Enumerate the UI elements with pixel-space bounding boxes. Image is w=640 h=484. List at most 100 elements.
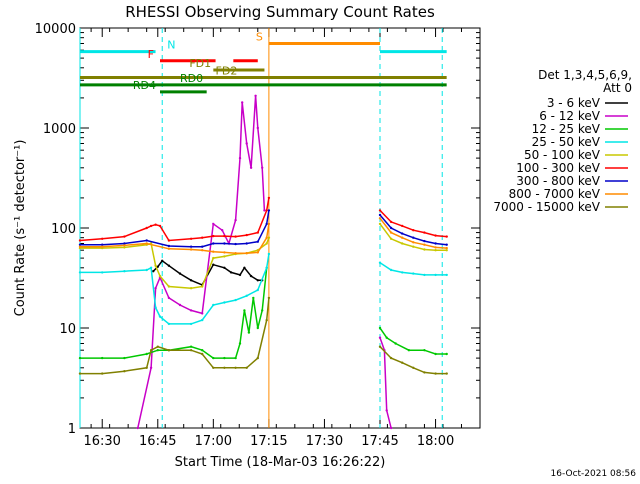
series-line-point <box>223 366 226 369</box>
series-line-point <box>256 356 259 360</box>
x-tick-label: 17:45 <box>361 434 398 449</box>
series-line-point <box>265 318 268 322</box>
series-line-point <box>234 252 237 255</box>
series-line-point <box>247 331 251 334</box>
series-line-after-point <box>407 349 411 352</box>
series-line-point <box>101 372 104 375</box>
series-line-point <box>245 142 248 145</box>
series-line-point <box>263 209 266 212</box>
series-line-point <box>149 224 153 228</box>
series-line-after-point <box>445 243 448 246</box>
series-line-point <box>189 322 193 326</box>
series-line-point <box>158 274 162 278</box>
x-tick-label: 17:00 <box>195 434 232 449</box>
series-line-after-point <box>385 409 388 412</box>
legend-entry-label: 3 - 6 keV <box>547 96 601 110</box>
series-line-point <box>123 370 126 373</box>
series-line-after-point <box>401 236 404 239</box>
x-tick-label: 18:00 <box>417 434 454 449</box>
series-line-point <box>156 265 159 268</box>
series-line-point <box>252 296 255 300</box>
series-line-point <box>267 296 271 300</box>
series-line-after-point <box>401 224 404 228</box>
series-line-point <box>238 156 242 160</box>
series-line-point <box>145 268 148 272</box>
series-line-point <box>212 234 215 238</box>
series-line-after-point <box>445 235 448 238</box>
series-line-point <box>149 366 153 369</box>
series-line-after-point <box>378 217 382 220</box>
series-line-point <box>229 271 233 274</box>
series-line-point <box>265 209 268 212</box>
legend-entry-label: 12 - 25 keV <box>532 122 601 136</box>
series-line-point <box>189 287 193 290</box>
series-line-point <box>249 166 253 169</box>
legend-entry-label: 7000 - 15000 keV <box>493 200 600 214</box>
series-line-after-point <box>389 426 393 430</box>
series-line-point <box>256 240 259 243</box>
legend-entry-label: 25 - 50 keV <box>532 135 601 149</box>
series-line-point <box>178 303 182 307</box>
series-line-after-point <box>378 209 382 212</box>
series-line-point <box>223 242 226 245</box>
series-line-point <box>265 242 268 245</box>
series-line-point <box>101 271 104 274</box>
series-line-point <box>212 366 215 369</box>
series-line-point <box>167 264 171 267</box>
series-line-after-point <box>389 356 393 360</box>
series-line-after-point <box>423 349 426 352</box>
series-line-after-point <box>401 242 404 245</box>
legend-entry-label: 6 - 12 keV <box>539 109 601 123</box>
legend-header-line-1: Det 1,3,4,5,6,9, <box>538 68 632 82</box>
series-line-point <box>245 252 248 255</box>
series-line-point <box>167 349 171 352</box>
series-line-after-point <box>412 245 415 248</box>
legend-entry-label: 50 - 100 keV <box>524 148 601 162</box>
series-line-point <box>158 224 162 228</box>
series-line-point <box>201 245 204 248</box>
series-line-point <box>167 296 171 300</box>
series-line-point <box>178 272 182 275</box>
series-line-point <box>78 372 82 375</box>
series-line-after-point <box>423 239 426 243</box>
series-line-after-point <box>389 237 393 240</box>
series-line-point <box>78 245 82 248</box>
series-line-after-point <box>434 246 437 249</box>
series-line-point <box>223 251 226 254</box>
series-line-after-point <box>378 261 382 264</box>
series-line-point <box>241 101 244 104</box>
series-line-point <box>256 231 259 234</box>
series-line-point <box>156 345 159 348</box>
series-line-point <box>212 222 215 226</box>
series-line-point <box>234 242 237 246</box>
series-line-point <box>167 239 171 242</box>
y-tick-label: 1 <box>68 422 76 437</box>
legend-header-line-2: Att 0 <box>603 81 632 95</box>
series-line-point <box>123 356 126 360</box>
series-line-point <box>123 242 126 245</box>
y-tick-label: 10 <box>59 322 76 337</box>
series-line-after-point <box>412 229 415 232</box>
series-line-after-point <box>401 271 404 274</box>
y-tick-label: 100 <box>51 222 76 237</box>
series-line-point <box>189 279 193 282</box>
series-line-after-point <box>423 371 426 374</box>
series-line-point <box>161 259 164 262</box>
series-line-point <box>189 349 193 352</box>
series-line <box>80 223 270 254</box>
series-line-after-point <box>434 249 437 252</box>
series-line-point <box>152 270 155 273</box>
series-line-after-point <box>389 220 393 224</box>
series-line-after-point <box>401 361 404 364</box>
series-line-point <box>221 229 224 232</box>
flag-label-s: S <box>256 30 263 43</box>
series-line-point <box>123 235 126 238</box>
series-line-point <box>167 244 171 248</box>
series-line-after-point <box>445 352 448 356</box>
series-line-point <box>189 309 193 312</box>
series-line-point <box>154 223 157 226</box>
series-line-point <box>149 266 153 269</box>
series-line-after <box>379 337 392 429</box>
series-line-point <box>243 309 246 312</box>
